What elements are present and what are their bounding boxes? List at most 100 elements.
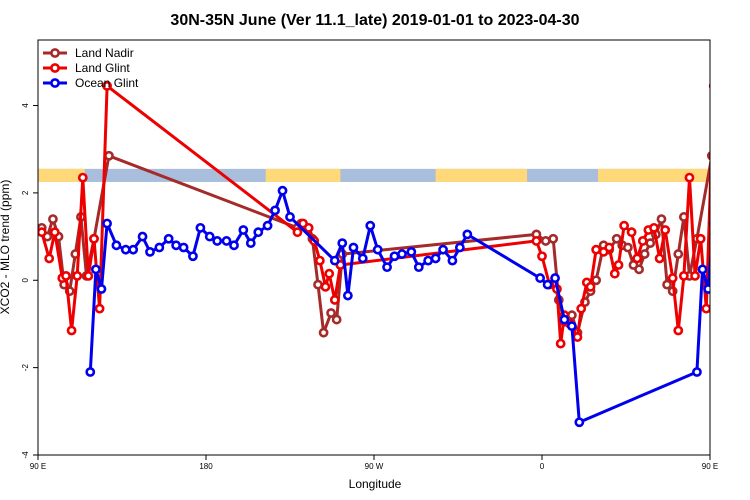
data-point-1-1	[44, 253, 55, 264]
legend-marker-0	[50, 48, 60, 58]
data-point-0-16	[318, 327, 329, 338]
data-point-2-8	[145, 246, 155, 257]
data-point-2-3	[102, 218, 112, 229]
data-point-2-1	[90, 264, 101, 275]
y-tick-label-0: 4	[21, 103, 30, 108]
data-point-2-21	[253, 227, 264, 238]
data-point-1-7	[77, 172, 88, 183]
land-segment-0	[38, 168, 85, 182]
data-point-1-18	[324, 268, 335, 279]
data-point-1-17	[320, 281, 331, 292]
data-point-1-35	[609, 268, 620, 279]
data-point-1-51	[701, 303, 710, 314]
data-point-1-52	[708, 82, 710, 90]
data-point-2-12	[178, 242, 189, 253]
data-point-2-35	[397, 249, 407, 259]
land-segment-1	[265, 168, 341, 182]
data-point-2-11	[171, 240, 182, 251]
data-point-2-16	[212, 236, 223, 246]
data-point-1-29	[576, 303, 587, 314]
data-point-1-10	[94, 303, 105, 314]
series-1	[38, 80, 710, 349]
data-point-1-44	[660, 225, 671, 235]
data-point-1-8	[83, 270, 94, 281]
legend-label-0: Land Nadir	[75, 46, 134, 60]
x-axis: 90 E 180 90 W 0 90 E	[30, 455, 718, 471]
data-point-0-34	[622, 242, 633, 253]
data-point-2-31	[365, 220, 376, 231]
data-point-2-42	[454, 242, 465, 253]
legend-label-1: Land Glint	[75, 61, 130, 75]
y-axis: 4 2 0 -2 -4	[21, 103, 38, 459]
data-point-2-27	[337, 238, 348, 249]
data-point-0-22	[548, 233, 559, 244]
land-segment-3	[598, 168, 710, 182]
data-point-2-54	[718, 242, 725, 249]
data-point-1-31	[585, 281, 596, 292]
data-point-2-50	[692, 367, 702, 377]
data-point-1-36	[613, 260, 624, 270]
data-point-2-52	[703, 284, 710, 294]
data-point-1-14	[303, 222, 314, 233]
data-point-0-25	[566, 310, 577, 321]
data-point-2-26	[329, 255, 340, 266]
data-point-2-40	[438, 244, 448, 255]
data-point-0-40	[656, 214, 667, 225]
data-point-1-34	[604, 242, 615, 253]
data-point-1-45	[667, 273, 678, 283]
data-point-0-36	[634, 264, 644, 275]
data-point-1-25	[555, 338, 566, 349]
x-tick-label-1: 180	[199, 462, 213, 471]
y-tick-label-1: 2	[21, 190, 30, 195]
data-point-0-21	[540, 236, 551, 246]
data-point-1-48	[684, 172, 695, 183]
data-point-2-14	[195, 222, 206, 233]
data-point-1-37	[619, 220, 630, 231]
data-point-2-7	[137, 231, 148, 242]
data-point-1-2	[49, 227, 60, 238]
data-point-1-19	[329, 295, 340, 305]
data-point-2-34	[389, 251, 400, 262]
series-line-1	[40, 84, 710, 346]
data-point-2-9	[154, 242, 165, 253]
data-point-2-33	[382, 262, 392, 273]
y-tick-label-3: -2	[21, 364, 30, 372]
data-point-2-10	[163, 233, 174, 244]
y-tick-label-2: 0	[21, 277, 30, 282]
data-point-0-15	[313, 279, 323, 290]
data-point-2-22	[262, 220, 273, 231]
data-point-2-29	[348, 242, 359, 253]
series-layer	[38, 80, 725, 428]
data-point-0-43	[673, 249, 684, 259]
data-point-2-30	[357, 253, 368, 264]
data-point-2-28	[342, 290, 353, 301]
data-point-1-4	[61, 270, 71, 281]
data-point-2-5	[120, 244, 131, 255]
data-point-2-15	[204, 231, 215, 242]
data-point-1-22	[537, 251, 547, 262]
data-point-1-39	[632, 253, 643, 264]
data-point-0-17	[326, 308, 336, 318]
x-tick-label-2: 90 W	[365, 462, 384, 471]
data-point-2-45	[542, 279, 553, 290]
data-point-1-47	[678, 270, 689, 281]
data-point-1-50	[695, 233, 706, 244]
data-point-1-11	[102, 80, 112, 91]
data-point-2-47	[559, 314, 570, 325]
data-point-2-46	[550, 273, 560, 283]
land-segment-2	[435, 168, 528, 182]
data-point-2-24	[277, 185, 288, 196]
data-point-2-17	[221, 236, 232, 246]
data-point-2-6	[128, 244, 139, 255]
data-point-1-40	[637, 236, 648, 246]
data-point-2-25	[285, 212, 295, 222]
data-point-2-53	[708, 220, 710, 227]
data-point-2-18	[229, 240, 239, 251]
data-point-2-37	[413, 262, 424, 273]
data-point-0-32	[611, 233, 622, 244]
data-point-2-43	[462, 229, 473, 240]
data-point-2-4	[111, 240, 122, 251]
data-point-1-49	[690, 270, 700, 281]
